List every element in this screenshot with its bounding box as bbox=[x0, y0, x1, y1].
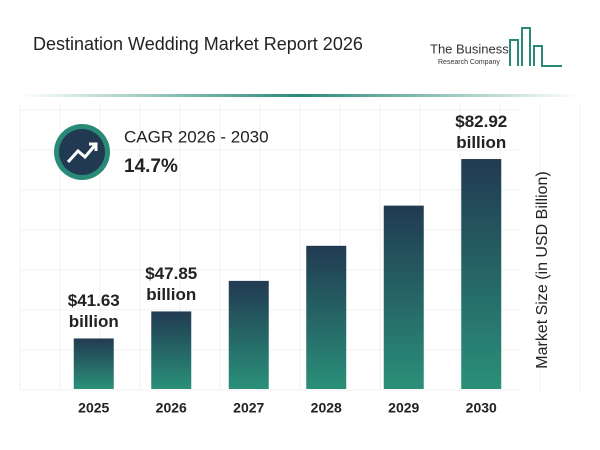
cagr-icon bbox=[54, 124, 110, 180]
bar bbox=[461, 159, 502, 389]
value-label: $47.85 billion bbox=[145, 264, 198, 305]
x-tick-label: 2030 bbox=[466, 400, 497, 416]
cagr-value: 14.7% bbox=[124, 156, 178, 177]
chart-title: Destination Wedding Market Report 2026 bbox=[33, 34, 363, 54]
bar bbox=[73, 338, 114, 389]
logo: The Business Research Company bbox=[430, 27, 562, 67]
divider bbox=[20, 94, 580, 97]
bar bbox=[306, 245, 347, 389]
x-tick-label: 2026 bbox=[156, 400, 187, 416]
value-label: $41.63 billion bbox=[67, 291, 120, 332]
bar bbox=[228, 280, 269, 389]
x-tick-label: 2029 bbox=[388, 400, 419, 416]
x-tick-label: 2028 bbox=[311, 400, 342, 416]
logo-line2: Research Company bbox=[438, 59, 500, 66]
logo-line1: The Business bbox=[430, 41, 509, 56]
x-tick-label: 2027 bbox=[233, 400, 264, 416]
cagr-label: CAGR 2026 - 2030 bbox=[124, 127, 269, 146]
y-axis-label: Market Size (in USD Billion) bbox=[534, 171, 551, 368]
value-label: $82.92 billion bbox=[455, 112, 508, 153]
bar bbox=[383, 205, 424, 389]
x-tick-label: 2025 bbox=[78, 400, 109, 416]
bar bbox=[151, 311, 192, 389]
